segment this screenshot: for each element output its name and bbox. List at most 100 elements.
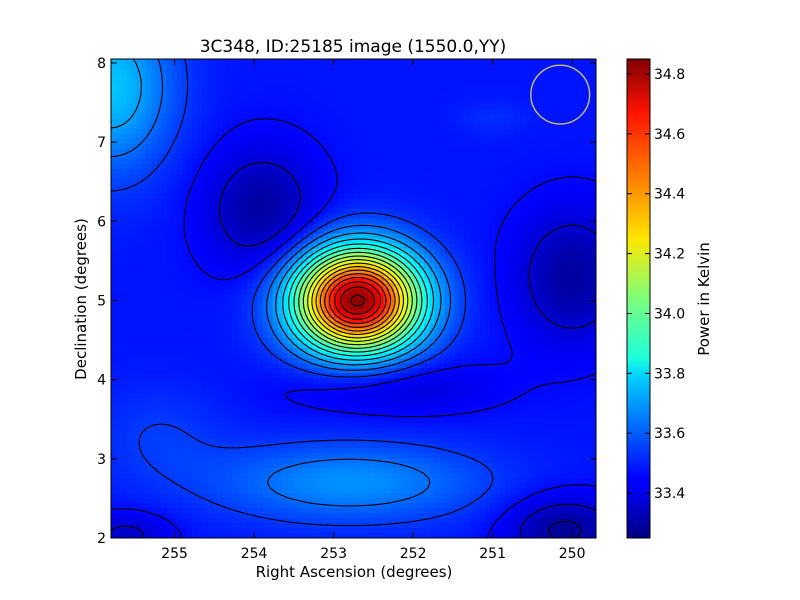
heatmap-cell xyxy=(292,63,299,70)
heatmap-cell xyxy=(151,98,158,105)
heatmap-cell xyxy=(570,138,577,145)
heatmap-cell xyxy=(449,273,456,280)
heatmap-cell xyxy=(464,73,471,80)
heatmap-cell xyxy=(176,73,183,80)
heatmap-cell xyxy=(388,73,395,80)
heatmap-cell xyxy=(424,133,430,140)
heatmap-cell xyxy=(474,118,481,125)
heatmap-cell xyxy=(429,128,435,135)
heatmap-cell xyxy=(535,118,542,125)
heatmap-cell xyxy=(530,143,536,150)
heatmap-cell xyxy=(510,258,516,265)
heatmap-cell xyxy=(429,183,435,190)
heatmap-cell xyxy=(505,163,511,170)
heatmap-cell xyxy=(186,228,193,235)
heatmap-cell xyxy=(459,298,466,305)
heatmap-cell xyxy=(565,288,572,295)
heatmap-cell xyxy=(338,78,344,85)
heatmap-cell xyxy=(201,248,208,255)
heatmap-cell xyxy=(419,168,425,175)
heatmap-cell xyxy=(469,273,476,280)
heatmap-cell xyxy=(565,193,572,200)
heatmap-cell xyxy=(186,88,193,95)
heatmap-cell xyxy=(404,208,410,215)
heatmap-cell xyxy=(409,138,415,145)
heatmap-cell xyxy=(212,298,218,305)
heatmap-cell xyxy=(424,63,430,70)
heatmap-cell xyxy=(333,263,339,270)
heatmap-cell xyxy=(484,178,491,185)
heatmap-cell xyxy=(393,313,400,320)
heatmap-cell xyxy=(363,298,370,305)
heatmap-cell xyxy=(444,273,451,280)
heatmap-cell xyxy=(580,258,587,265)
heatmap-cell xyxy=(227,93,233,100)
heatmap-cell xyxy=(459,313,466,320)
heatmap-cell xyxy=(500,113,506,120)
heatmap-cell xyxy=(439,268,446,275)
heatmap-cell xyxy=(429,283,435,290)
heatmap-cell xyxy=(510,183,516,190)
heatmap-cell xyxy=(116,143,122,150)
heatmap-cell xyxy=(206,63,213,70)
heatmap-cell xyxy=(348,123,355,130)
heatmap-cell xyxy=(171,208,178,215)
heatmap-cell xyxy=(121,78,127,85)
heatmap-cell xyxy=(393,193,400,200)
heatmap-cell xyxy=(520,273,526,280)
heatmap-cell xyxy=(116,148,122,155)
heatmap-cell xyxy=(520,173,526,180)
heatmap-cell xyxy=(116,243,122,250)
heatmap-cell xyxy=(424,223,430,230)
heatmap-cell xyxy=(282,183,289,190)
heatmap-cell xyxy=(525,283,531,290)
heatmap-cell xyxy=(267,148,274,155)
heatmap-cell xyxy=(151,243,158,250)
heatmap-cell xyxy=(459,233,466,240)
heatmap-cell xyxy=(439,103,446,110)
heatmap-cell xyxy=(232,243,238,250)
heatmap-cell xyxy=(585,308,592,315)
heatmap-cell xyxy=(590,288,596,295)
heatmap-cell xyxy=(343,293,350,300)
heatmap-cell xyxy=(206,113,213,120)
heatmap-cell xyxy=(166,98,173,105)
heatmap-cell xyxy=(328,98,334,105)
heatmap-cell xyxy=(318,128,324,135)
heatmap-cell xyxy=(297,273,304,280)
heatmap-cell xyxy=(398,228,405,235)
heatmap-cell xyxy=(494,303,501,310)
heatmap-cell xyxy=(161,128,168,135)
heatmap-cell xyxy=(111,173,117,180)
heatmap-cell xyxy=(247,138,254,145)
heatmap-cell xyxy=(257,293,264,300)
heatmap-cell xyxy=(540,233,547,240)
heatmap-cell xyxy=(126,218,132,225)
heatmap-cell xyxy=(126,288,132,295)
heatmap-cell xyxy=(328,88,334,95)
heatmap-cell xyxy=(191,298,198,305)
heatmap-cell xyxy=(267,208,274,215)
heatmap-cell xyxy=(146,78,153,85)
heatmap-cell xyxy=(222,283,228,290)
heatmap-cell xyxy=(419,158,425,165)
heatmap-cell xyxy=(540,93,547,100)
heatmap-cell xyxy=(146,273,153,280)
heatmap-cell xyxy=(257,208,264,215)
heatmap-cell xyxy=(363,283,370,290)
heatmap-cell xyxy=(171,203,178,210)
heatmap-cell xyxy=(464,253,471,260)
heatmap-cell xyxy=(201,128,208,135)
heatmap-cell xyxy=(378,113,385,120)
heatmap-cell xyxy=(560,103,567,110)
heatmap-cell xyxy=(272,283,279,290)
heatmap-cell xyxy=(520,123,526,130)
heatmap-cell xyxy=(232,273,238,280)
heatmap-cell xyxy=(580,283,587,290)
heatmap-cell xyxy=(459,59,466,65)
heatmap-cell xyxy=(292,68,299,75)
heatmap-cell xyxy=(282,98,289,105)
heatmap-cell xyxy=(141,258,147,265)
heatmap-cell xyxy=(449,173,456,180)
heatmap-cell xyxy=(313,158,319,165)
